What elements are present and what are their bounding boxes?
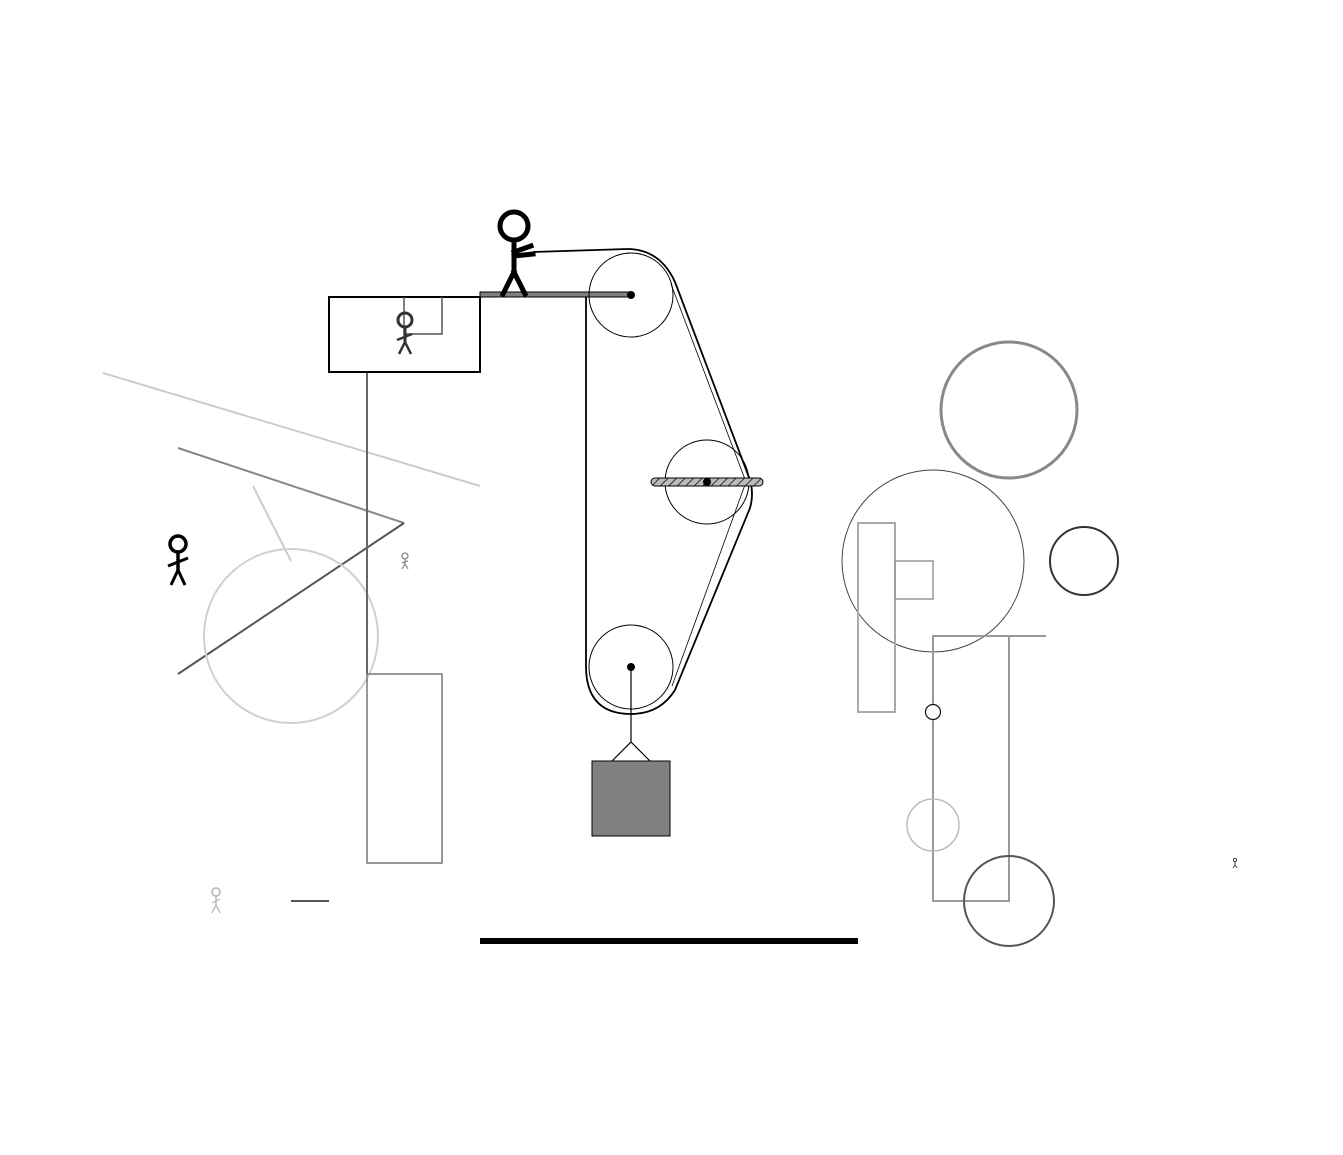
stick-figure-pulling-rope: [497, 209, 536, 298]
figure-leg-right: [176, 569, 187, 586]
figure-head: [211, 887, 221, 897]
ghost-layer-left: [102, 372, 481, 902]
figure-arm-upper: [510, 242, 535, 256]
figure-leg-right: [1234, 864, 1238, 869]
stick-figure-small: [401, 552, 409, 570]
figure-leg-left: [169, 569, 180, 586]
ghost-frame-right-2: [932, 636, 1010, 902]
ghost-wheel-small-right: [1049, 526, 1119, 596]
ghost-wheel-top-right: [939, 340, 1079, 480]
middle-pulley-axle: [703, 478, 711, 486]
figure-arm-lower: [511, 251, 536, 259]
figure-leg-right: [404, 563, 409, 570]
figure-leg-left: [1232, 864, 1236, 869]
ground-bar: [480, 938, 858, 944]
ghost-wheel-faint-right: [906, 798, 960, 852]
figure-head: [497, 209, 531, 243]
figure-arm: [167, 556, 189, 568]
figure-leg-left: [397, 341, 407, 355]
figure-arm: [211, 898, 221, 904]
box-inner-hook: [403, 297, 443, 335]
figure-arm: [396, 332, 413, 342]
figure-leg-right: [215, 904, 221, 914]
stick-figure-left: [167, 534, 189, 586]
figure-leg-right: [510, 268, 529, 298]
ghost-diagonal-line-long: [102, 372, 481, 487]
rope-pull-line: [532, 248, 628, 253]
ghost-rect-tall-right: [857, 522, 896, 713]
top-pulley: [588, 252, 674, 338]
ghost-wheel-large: [203, 548, 379, 724]
ghost-rect-tall: [366, 673, 443, 864]
ghost-ring-tiny: [924, 703, 942, 721]
load-hanger-triangle: [611, 741, 651, 762]
top-pulley-axle: [627, 291, 635, 299]
figure-head: [401, 552, 409, 560]
ghost-wheel-bottom-right: [963, 855, 1055, 947]
stick-figure-in-box: [396, 311, 414, 355]
rope-belt: [585, 248, 753, 715]
ghost-frame-right: [932, 635, 1046, 712]
hanging-block: [591, 760, 671, 837]
ghost-square-right: [894, 560, 934, 600]
stick-figure-faded: [211, 887, 221, 914]
figure-leg-left: [211, 904, 217, 914]
figure-head: [396, 311, 414, 329]
ghost-layer-right: [841, 340, 1119, 947]
figure-head: [168, 534, 188, 554]
ghost-slope-line-upper: [177, 447, 405, 524]
figure-leg-left: [499, 268, 518, 298]
stick-figure-tiny: [1232, 857, 1238, 869]
figure-arm: [401, 560, 409, 564]
figure-leg-left: [401, 563, 406, 570]
figure-leg-right: [403, 341, 413, 355]
figure-head: [1232, 857, 1238, 863]
pulley-system: [532, 248, 764, 837]
